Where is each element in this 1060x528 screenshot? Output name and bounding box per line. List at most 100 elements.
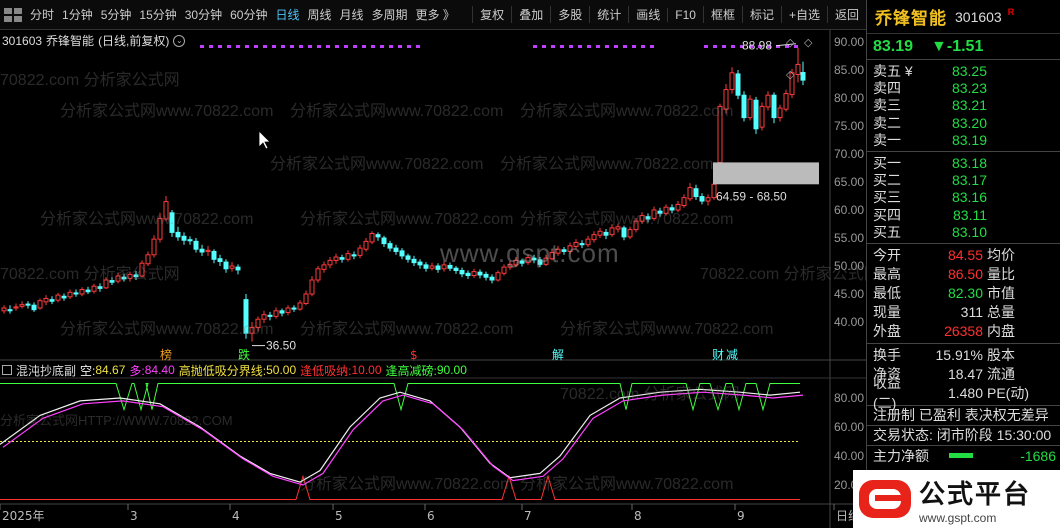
toolbar-button[interactable]: F10 [667,7,703,22]
candle-body [223,261,229,270]
period-tab[interactable]: 多周期 [371,8,408,22]
candle-body [121,276,127,280]
stat-row: 最高 86.50 量比 [867,265,1060,284]
signal-dot [281,45,285,48]
price-tick: 65.00 [834,175,864,189]
candle-body [699,196,705,202]
toolbar-button[interactable]: +自选 [780,6,827,23]
candle-body [705,197,711,202]
candle-body [759,105,765,128]
toolbar-button[interactable]: 返回 [826,6,866,23]
stat-label-2: 均价 [987,247,1015,264]
signal-dot [353,45,357,48]
signal-dot [254,45,258,48]
candle-body [381,237,387,245]
toolbar-button[interactable]: 标记 [741,6,781,23]
order-level-label: 卖四 [873,80,901,97]
stat-value: 82.30 [947,285,983,302]
stat-row: 收益(二) 1.480 PE(动) [867,375,1060,411]
chevron-down-icon[interactable]: ⌄ [173,34,186,47]
buy-level: 买二 83.17 [867,171,1060,188]
stat-label-2: 量比 [987,266,1015,283]
duo-line [2,391,804,486]
layout-grid-icon[interactable] [4,7,22,22]
candle-body [7,309,13,312]
candle-body [255,318,261,329]
candle-body [765,94,771,108]
kline-svg[interactable]: 90.00 85.00 80.00 75.00 70.00 65.00 60.00 55.00… [0,30,866,528]
signal-dot [614,45,618,48]
stat-label-2: 流通 [987,366,1015,383]
period-tab[interactable]: 月线 [339,8,364,22]
signal-dot [623,45,627,48]
indicator-bar: 混沌抄底副 空: 84.67 多: 84.40 高抛低吸分界线: 50.00 逢… [0,361,830,379]
period-tab[interactable]: 周线 [307,8,332,22]
candle-body [741,94,747,119]
signal-dot [209,45,213,48]
stat-label: 换手 [873,347,901,364]
panel-stock-code: 301603 [955,8,1002,25]
candle-body [235,266,241,271]
period-tab[interactable]: 更多 》 [415,8,455,22]
signal-dot [533,45,537,48]
order-level-label: 买二 [873,172,901,189]
price-tick: 50.00 [834,259,864,273]
period-tab[interactable]: 5分钟 [100,8,132,22]
indicator-name[interactable]: 混沌抄底副 [16,363,77,378]
candle-body [483,273,489,278]
buy-level: 买一 83.18 [867,154,1060,171]
low-price-label: 36.50 [266,339,296,353]
period-tab[interactable]: 日线 [275,8,300,22]
sell-level: 卖三 83.21 [867,97,1060,114]
signal-dot [749,45,753,48]
line3-label: 逢高减磅: [385,363,437,378]
candle-body [579,243,585,246]
candle-body [519,260,525,264]
toolbar-button[interactable]: 画线 [628,6,667,23]
period-tab[interactable]: 分时 [30,8,55,22]
indicator-tick: 60.00 [834,420,864,434]
logo-url: www.gspt.com [919,510,997,525]
period-tab[interactable]: 15分钟 [139,8,177,22]
candle-body [729,72,735,91]
toolbar-button[interactable]: 统计 [589,6,628,23]
date-tick: 5 [335,509,343,523]
period-tab[interactable]: 60分钟 [230,8,268,22]
candle-body [133,274,139,278]
period-tab[interactable]: 30分钟 [184,8,223,22]
candle-body [603,231,609,236]
signal-dot [389,45,393,48]
period-tab[interactable]: 1分钟 [62,8,93,22]
candle-body [1,307,7,312]
candle-body [211,250,217,260]
stat-value: 86.50 [947,266,983,283]
signal-dot [317,45,321,48]
kong-value: 84.67 [95,363,126,377]
toolbar-button[interactable]: 复权 [472,6,511,23]
order-price: 83.16 [951,189,987,206]
candle-body [627,229,633,238]
candle-body [79,289,85,295]
signal-dot [326,45,330,48]
candle-body [471,271,477,277]
stat-row: 最低 82.30 市值 [867,284,1060,303]
candle-body [267,314,273,317]
gspt-logo-icon [857,476,913,522]
candle-body [789,72,795,96]
toolbar-button[interactable]: 框框 [702,6,742,23]
candle-body [199,248,205,253]
candle-body [771,94,777,119]
signal-dot [551,45,555,48]
order-level-label: 买四 [873,206,901,223]
signal-dot [758,45,762,48]
toolbar-button[interactable]: 多股 [550,6,589,23]
indicator-toggle-icon[interactable] [2,365,12,375]
candle-body [567,245,573,252]
candle-body [495,272,501,281]
order-price: 83.23 [951,80,987,97]
kline-chart-area[interactable]: 90.00 85.00 80.00 75.00 70.00 65.00 60.00 55.00… [0,30,866,528]
signal-dot [263,45,267,48]
candle-body [351,254,357,257]
signal-dot [569,45,573,48]
toolbar-button[interactable]: 叠加 [511,6,550,23]
